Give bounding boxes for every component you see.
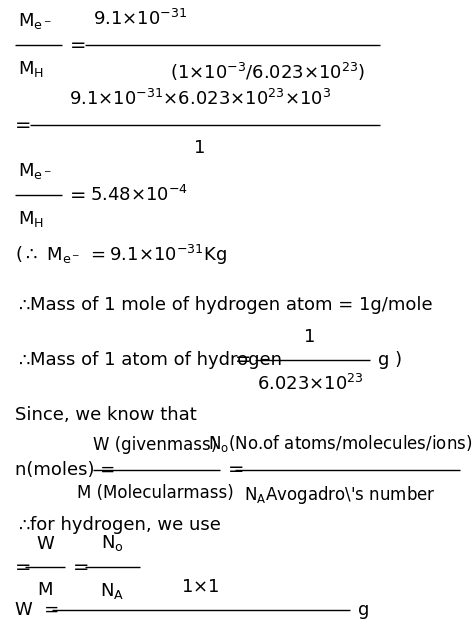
Text: g ): g ) [378, 351, 402, 369]
Text: 1: 1 [194, 139, 206, 157]
Text: $\therefore$: $\therefore$ [15, 351, 31, 369]
Text: $\mathregular{M_H}$: $\mathregular{M_H}$ [18, 59, 44, 79]
Text: $\mathregular{M_{e^-}}$: $\mathregular{M_{e^-}}$ [18, 11, 52, 31]
Text: $\therefore$: $\therefore$ [15, 516, 31, 534]
Text: $\mathregular{N_A}$: $\mathregular{N_A}$ [100, 581, 124, 601]
Text: =: = [70, 36, 86, 54]
Text: $\mathregular{5.48{\times}10^{-4}}$: $\mathregular{5.48{\times}10^{-4}}$ [90, 185, 188, 205]
Text: =: = [15, 115, 31, 135]
Text: $\mathregular{6.023{\times}10^{23}}$: $\mathregular{6.023{\times}10^{23}}$ [256, 374, 364, 394]
Text: n(moles) =: n(moles) = [15, 461, 115, 479]
Text: $\mathregular{M_H}$: $\mathregular{M_H}$ [18, 209, 44, 229]
Text: $\mathregular{N_o}$(No.of atoms/molecules/ions): $\mathregular{N_o}$(No.of atoms/molecule… [208, 433, 472, 454]
Text: $\mathregular{1{\times}1}$: $\mathregular{1{\times}1}$ [181, 578, 219, 596]
Text: $\mathregular{9.1{\times}10^{-31}{\times}6.023{\times}10^{23}{\times}10^{3}}$: $\mathregular{9.1{\times}10^{-31}{\times… [69, 89, 331, 109]
Text: $\mathregular{N_A}$Avogadro\'s number: $\mathregular{N_A}$Avogadro\'s number [244, 484, 436, 506]
Text: W: W [36, 535, 54, 553]
Text: =: = [73, 558, 90, 576]
Text: g: g [358, 601, 369, 619]
Text: =: = [70, 186, 86, 204]
Text: 1: 1 [304, 328, 316, 346]
Text: W  =: W = [15, 601, 59, 619]
Text: Mass of 1 atom of hydrogen: Mass of 1 atom of hydrogen [30, 351, 282, 369]
Text: M (Molecularmass): M (Molecularmass) [77, 484, 233, 502]
Text: $\mathregular{9.1{\times}10^{-31}}$: $\mathregular{9.1{\times}10^{-31}}$ [93, 9, 187, 29]
Text: $\therefore$: $\therefore$ [15, 296, 31, 314]
Text: W (givenmass): W (givenmass) [93, 436, 217, 454]
Text: M: M [37, 581, 53, 599]
Text: $\mathregular{N_o}$: $\mathregular{N_o}$ [100, 533, 123, 553]
Text: =: = [228, 460, 245, 480]
Text: =: = [15, 558, 31, 576]
Text: $\mathregular{M_{e^-}}$: $\mathregular{M_{e^-}}$ [18, 161, 52, 181]
Text: $\mathregular{(1{\times}10^{-3}/6.023{\times}10^{23})}$: $\mathregular{(1{\times}10^{-3}/6.023{\t… [170, 61, 365, 83]
Text: Since, we know that: Since, we know that [15, 406, 197, 424]
Text: Mass of 1 mole of hydrogen atom = 1g/mole: Mass of 1 mole of hydrogen atom = 1g/mol… [30, 296, 433, 314]
Text: =: = [235, 351, 252, 369]
Text: for hydrogen, we use: for hydrogen, we use [30, 516, 221, 534]
Text: $(\therefore\mathregular{\ M_{e^-}\ =9.1{\times}10^{-31}Kg}$: $(\therefore\mathregular{\ M_{e^-}\ =9.1… [15, 243, 227, 267]
